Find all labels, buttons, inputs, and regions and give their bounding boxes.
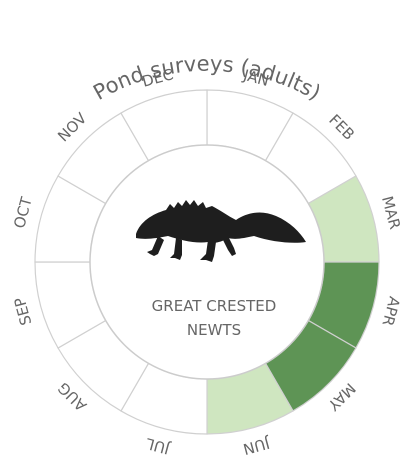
month-label: MAR <box>378 194 401 231</box>
newt-icon <box>136 200 306 262</box>
center-label: GREAT CRESTED <box>152 297 277 315</box>
month-label: FEB <box>325 111 358 144</box>
inner-circle <box>89 144 325 380</box>
month-label: SEP <box>11 295 36 327</box>
month-label: OCT <box>10 194 36 230</box>
month-label: APR <box>378 295 401 328</box>
month-ring <box>34 89 380 435</box>
month-label: JUL <box>143 434 172 457</box>
center-label: NEWTS <box>187 321 241 339</box>
month-label: JUN <box>241 434 272 457</box>
month-label: MAY <box>324 379 359 414</box>
